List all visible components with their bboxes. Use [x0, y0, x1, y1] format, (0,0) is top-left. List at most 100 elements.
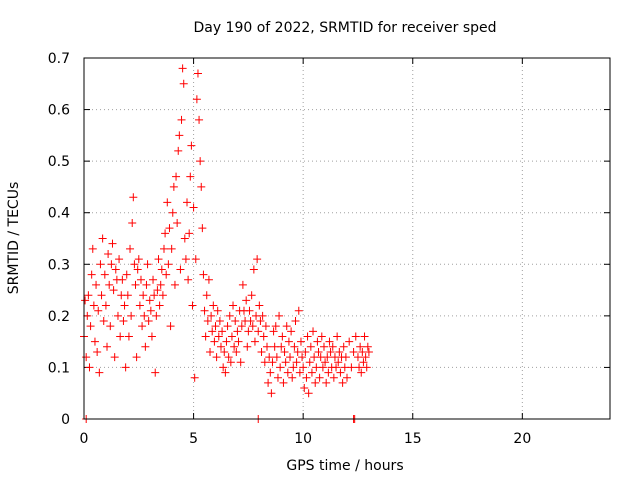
data-point: [95, 368, 104, 377]
data-point: [277, 342, 286, 351]
data-point: [158, 291, 167, 300]
data-point: [131, 280, 140, 289]
data-point: [81, 296, 90, 305]
data-point: [321, 358, 330, 367]
data-point: [147, 332, 156, 341]
data-point: [149, 275, 158, 284]
data-point: [221, 368, 230, 377]
data-point: [248, 322, 257, 331]
data-point: [315, 373, 324, 382]
x-tick-label: 5: [189, 431, 198, 447]
data-point: [291, 317, 300, 326]
data-point: [295, 368, 304, 377]
data-point: [245, 306, 254, 315]
data-point: [218, 327, 227, 336]
data-point: [181, 255, 190, 264]
data-point: [168, 208, 177, 217]
data-point: [139, 291, 148, 300]
data-point: [294, 306, 303, 315]
y-axis-title: SRMTID / TECUs: [6, 182, 22, 295]
data-point: [300, 384, 309, 393]
data-point: [258, 311, 267, 320]
data-point: [156, 280, 165, 289]
data-point: [155, 301, 164, 310]
data-point: [119, 317, 128, 326]
data-point: [122, 270, 131, 279]
data-point: [213, 306, 222, 315]
data-point: [85, 363, 94, 372]
data-point: [179, 79, 188, 88]
data-point: [309, 327, 318, 336]
y-tick-label: 0.7: [48, 51, 70, 67]
x-tick-label: 0: [80, 431, 89, 447]
data-point: [176, 265, 185, 274]
data-point: [255, 301, 264, 310]
data-point: [317, 332, 326, 341]
data-point: [278, 332, 287, 341]
data-point: [150, 291, 159, 300]
data-point: [219, 363, 228, 372]
data-point: [210, 337, 219, 346]
data-point: [159, 244, 168, 253]
data-point: [257, 347, 266, 356]
data-point: [92, 280, 101, 289]
data-point: [288, 373, 297, 382]
y-tick-label: 0.4: [48, 206, 70, 222]
y-tick-label: 0.3: [48, 257, 70, 273]
data-point: [324, 368, 333, 377]
data-point: [161, 229, 170, 238]
data-point: [87, 270, 96, 279]
data-point: [116, 332, 125, 341]
data-point: [152, 311, 161, 320]
data-point: [246, 317, 255, 326]
data-point: [333, 332, 342, 341]
data-point: [175, 131, 184, 140]
data-point: [170, 280, 179, 289]
data-point: [261, 322, 270, 331]
data-point: [100, 270, 109, 279]
data-point: [272, 353, 281, 362]
data-point: [263, 342, 272, 351]
data-point: [296, 337, 305, 346]
data-point: [109, 286, 118, 295]
data-point: [227, 332, 236, 341]
data-point: [269, 327, 278, 336]
data-point: [157, 265, 166, 274]
data-point: [180, 234, 189, 243]
data-point: [362, 363, 371, 372]
data-point: [338, 378, 347, 387]
data-point: [292, 358, 301, 367]
data-point: [189, 203, 198, 212]
data-point: [118, 275, 127, 284]
data-point: [322, 378, 331, 387]
data-point: [144, 317, 153, 326]
data-point: [193, 69, 202, 78]
y-tick-label: 0.2: [48, 309, 70, 325]
data-point: [142, 280, 151, 289]
y-tick-label: 0.5: [48, 154, 70, 170]
data-point: [355, 363, 364, 372]
data-point: [200, 306, 209, 315]
data-point: [165, 224, 174, 233]
data-point: [244, 327, 253, 336]
data-point: [209, 301, 218, 310]
data-point: [254, 327, 263, 336]
data-point: [329, 373, 338, 382]
data-point: [203, 317, 212, 326]
data-point: [359, 358, 368, 367]
data-point: [82, 353, 91, 362]
data-point: [280, 347, 289, 356]
data-point: [334, 358, 343, 367]
data-point: [99, 317, 108, 326]
data-point: [286, 353, 295, 362]
data-point: [164, 260, 173, 269]
data-point: [336, 368, 345, 377]
data-point: [345, 337, 354, 346]
data-point: [306, 342, 315, 351]
data-point: [128, 219, 137, 228]
data-point: [124, 332, 133, 341]
data-point: [275, 311, 284, 320]
data-point: [231, 317, 240, 326]
data-point: [145, 296, 154, 305]
